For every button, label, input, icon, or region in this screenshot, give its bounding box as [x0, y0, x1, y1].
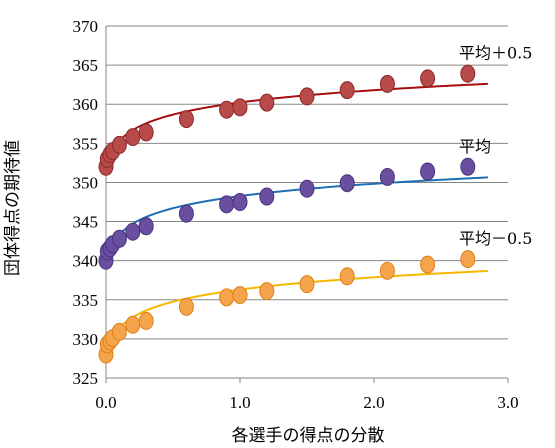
y-tick-label: 335 [73, 291, 99, 310]
y-axis-label: 団体得点の期待値 [3, 140, 23, 276]
data-point [339, 174, 355, 193]
data-point [178, 297, 194, 316]
y-tick-label: 340 [73, 252, 99, 271]
y-tick-label: 365 [73, 56, 99, 75]
data-point [259, 187, 275, 206]
tick-labels: 325 330 335 340 345 350 355 360 365 370 0.0 1.0 2.0 3… [73, 17, 519, 412]
data-point [420, 162, 436, 181]
data-point [299, 275, 315, 294]
series-label-1: 平均 [459, 137, 491, 156]
series-label-0: 平均＋0.5 [459, 44, 532, 63]
data-point [219, 288, 235, 307]
y-tick-label: 370 [73, 17, 99, 36]
x-tick-label: 0.0 [95, 393, 116, 412]
data-point [219, 100, 235, 119]
data-point [138, 217, 154, 236]
data-point [125, 222, 141, 241]
data-point [232, 193, 248, 211]
data-point [460, 157, 476, 176]
data-point [259, 93, 275, 112]
trend-lines [105, 82, 488, 361]
data-point [111, 322, 127, 341]
data-point [339, 81, 355, 100]
data-point [125, 128, 141, 147]
y-tick-label: 325 [73, 369, 99, 388]
y-tick-label: 355 [73, 134, 99, 153]
data-point [420, 255, 436, 274]
data-point [178, 110, 194, 129]
gridlines [106, 25, 508, 379]
y-tick-label: 350 [73, 173, 99, 192]
x-tick-label: 2.0 [363, 393, 384, 412]
y-tick-label: 345 [73, 213, 99, 232]
data-point [138, 311, 154, 330]
data-point [299, 179, 315, 198]
data-point [125, 315, 141, 334]
x-axis-label: 各選手の得点の分散 [232, 426, 385, 446]
data-point [299, 87, 315, 106]
data-point [420, 69, 436, 88]
axes [105, 26, 509, 383]
data-point [219, 195, 235, 214]
data-point [339, 267, 355, 286]
trend-line-0 [105, 82, 488, 174]
data-point [460, 250, 476, 269]
data-point [232, 98, 248, 117]
x-tick-label: 3.0 [497, 393, 518, 412]
y-tick-label: 330 [73, 330, 99, 349]
data-point [232, 286, 248, 305]
y-tick-label: 360 [73, 95, 99, 114]
data-points [98, 64, 476, 364]
data-point [379, 167, 395, 186]
trend-line-1 [105, 176, 488, 268]
series-label-2: 平均－0.5 [459, 229, 532, 248]
data-point [259, 282, 275, 301]
data-point [379, 74, 395, 93]
trend-line-2 [105, 269, 488, 361]
data-point [138, 123, 154, 142]
data-point [111, 229, 127, 248]
data-point [111, 135, 127, 154]
data-point [178, 204, 194, 223]
x-tick-label: 1.0 [229, 393, 250, 412]
data-point [379, 261, 395, 280]
data-point [460, 64, 476, 83]
